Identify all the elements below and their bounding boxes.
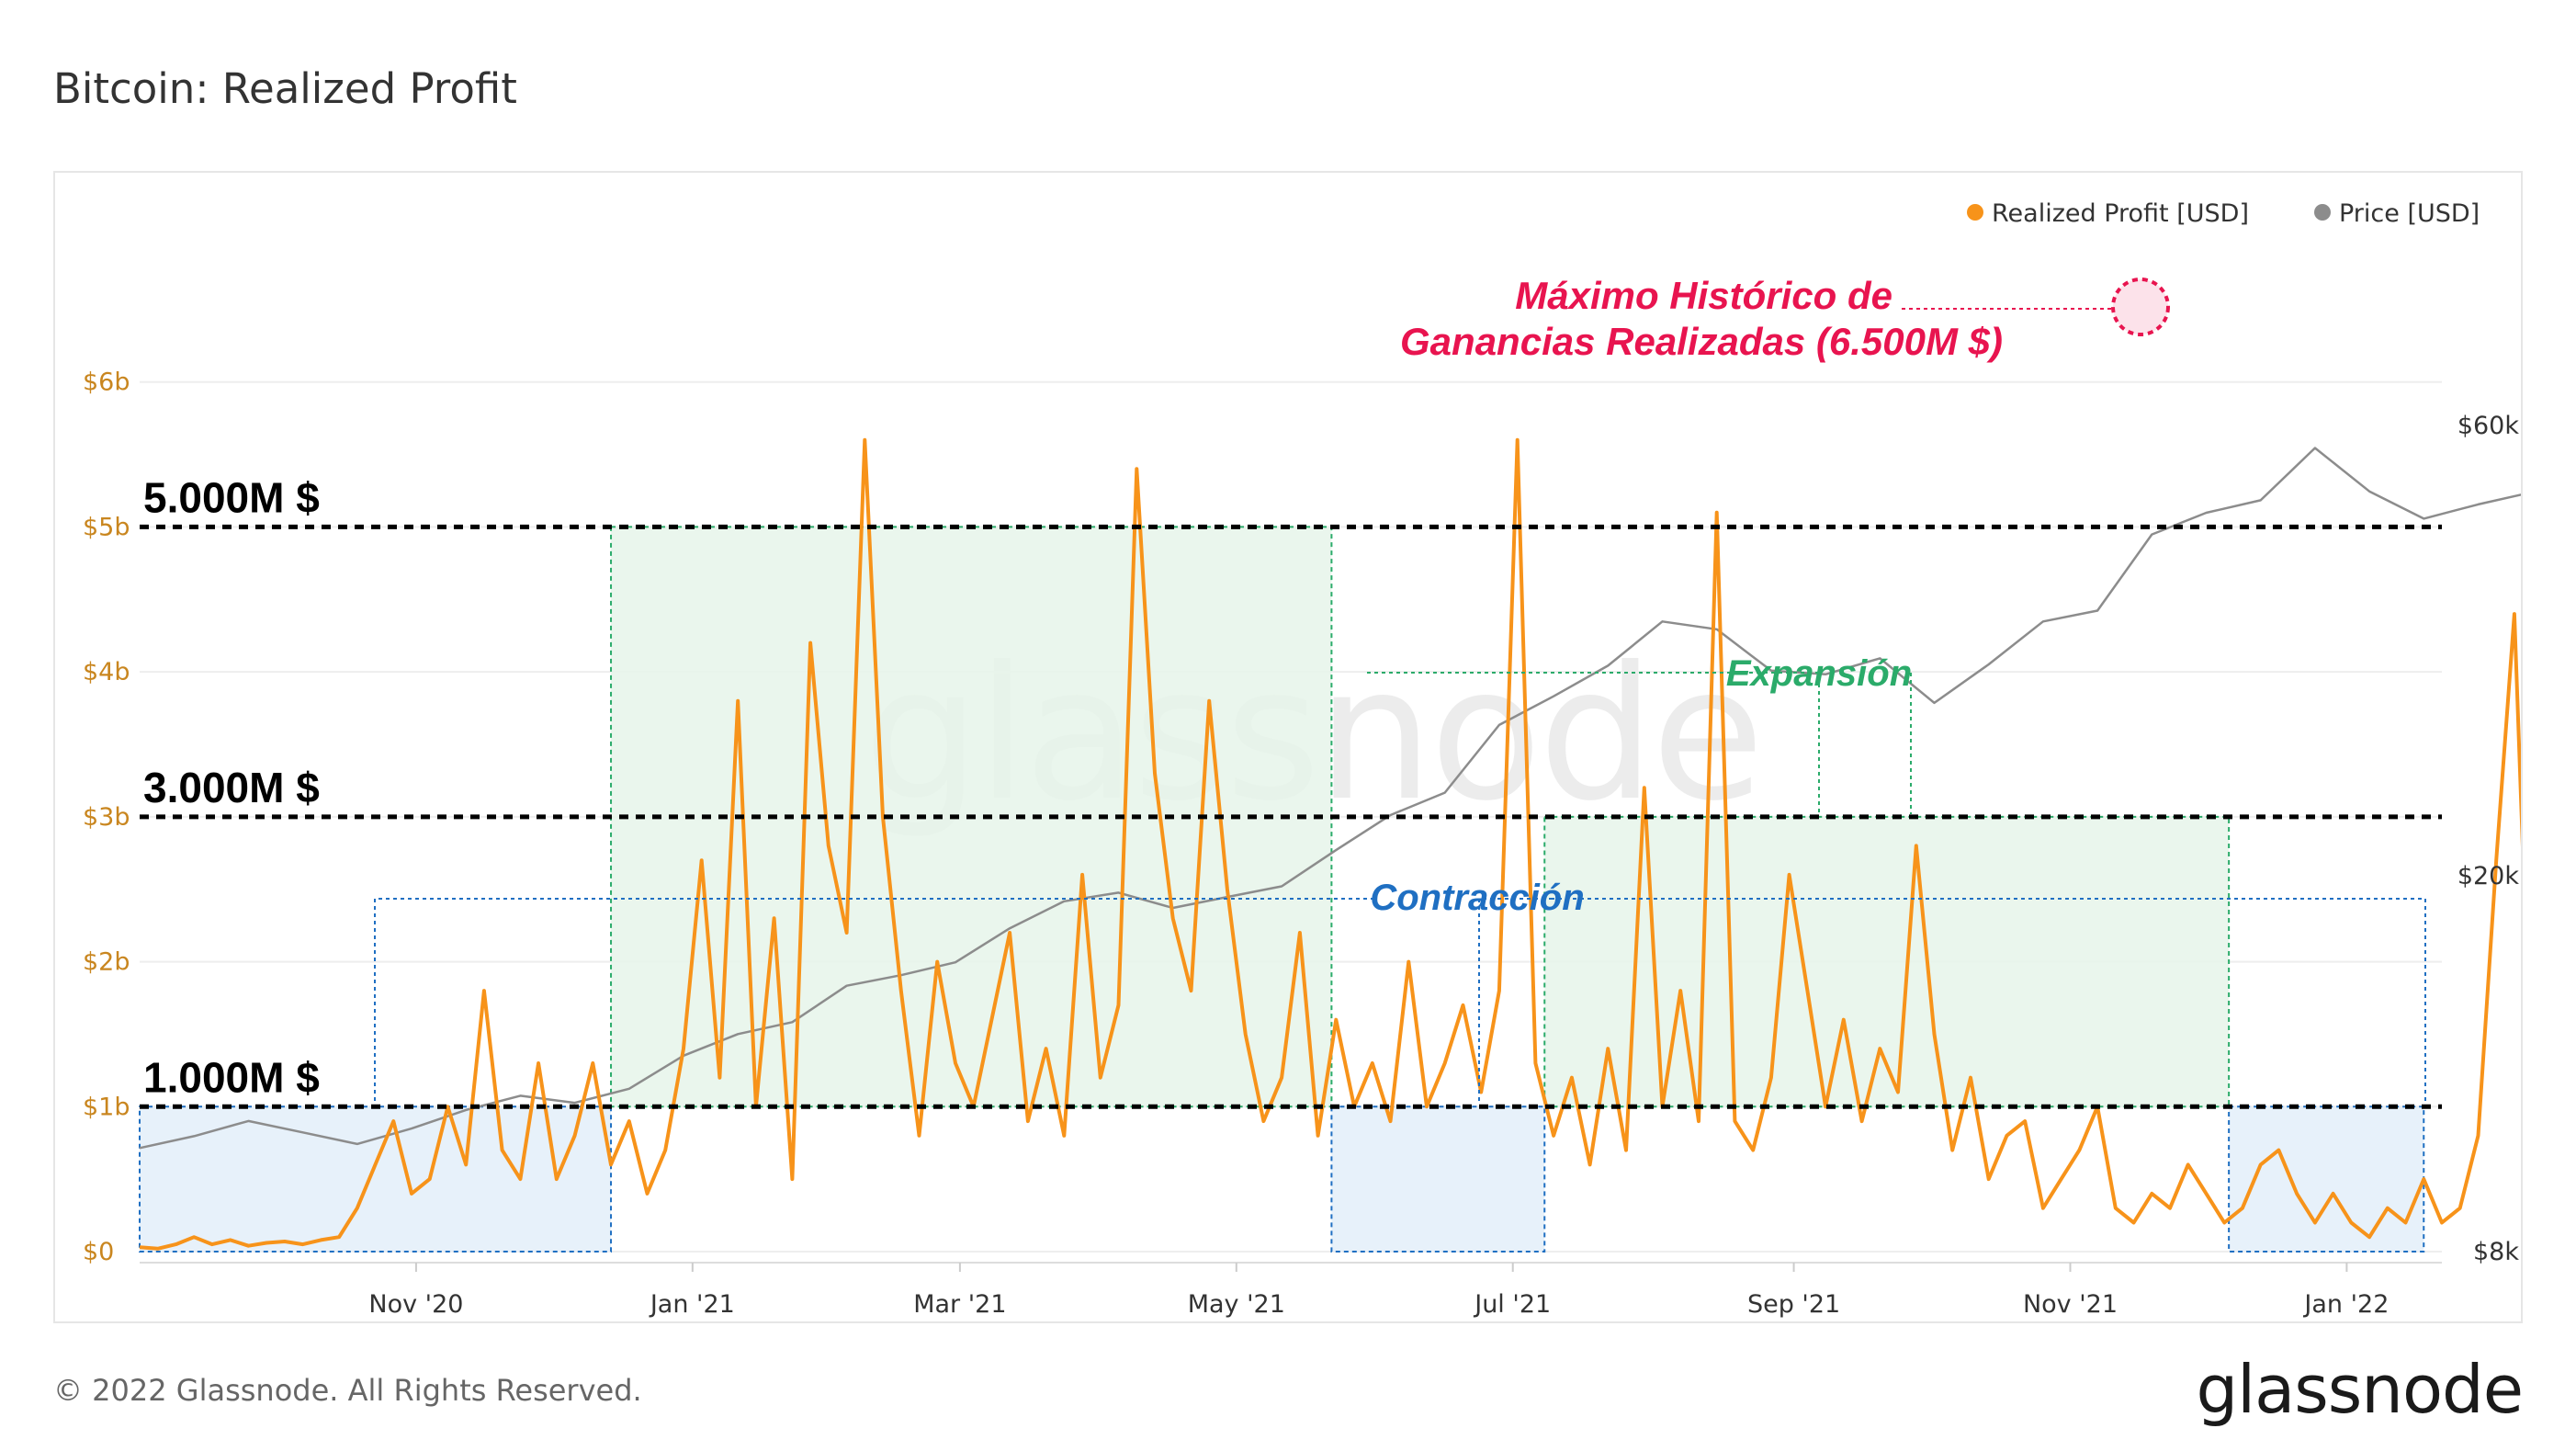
x-tick-label: Sep '21 xyxy=(1747,1290,1840,1319)
legend-dot-realized-profit xyxy=(1967,204,1983,221)
y-left-tick-label: $1b xyxy=(83,1093,130,1121)
y-left-tick-label: $3b xyxy=(83,803,130,832)
price-series-line xyxy=(139,447,2521,1150)
chart-frame: glassnode 1.000M $3.000M $5.000M $ Máxim… xyxy=(53,171,2523,1323)
y-left-tick-label: $4b xyxy=(83,658,130,686)
legend-label-price[interactable]: Price [USD] xyxy=(2339,199,2480,228)
y-left-tick-label: $5b xyxy=(83,513,130,541)
y-right-tick-label: $60k xyxy=(2457,412,2520,440)
x-tick-label: Mar '21 xyxy=(913,1290,1006,1319)
y-left-tick-label: $0 xyxy=(83,1238,114,1266)
footer-copyright: © 2022 Glassnode. All Rights Reserved. xyxy=(53,1373,642,1408)
regions xyxy=(139,526,2425,1253)
legend-label-realized-profit[interactable]: Realized Profit [USD] xyxy=(1992,199,2249,228)
footer-logo[interactable]: glassnode xyxy=(2196,1351,2524,1428)
y-right-tick-label: $8k xyxy=(2473,1238,2519,1266)
reference-lines: 1.000M $ 3.000M $ 5.000M $ xyxy=(140,473,2442,1109)
contraction-leader-line-2 xyxy=(1478,898,1551,1101)
ath-annotation-line2: Ganancias Realizadas (6.500M $) xyxy=(1400,320,2003,363)
reference-line-label: 3.000M $ xyxy=(143,764,320,811)
x-tick-label: Jul '21 xyxy=(1473,1290,1551,1319)
contraction-leader-line xyxy=(374,898,1378,1101)
x-tick-label: Nov '21 xyxy=(2023,1290,2118,1319)
contraction-region xyxy=(2228,1105,2425,1253)
contraction-leader-line-3 xyxy=(1551,898,2426,1101)
chart-svg: glassnode 1.000M $3.000M $5.000M $ Máxim… xyxy=(83,199,2521,1319)
expansion-annotation: Expansión xyxy=(1726,653,1912,694)
page-title: Bitcoin: Realized Profit xyxy=(53,64,517,113)
y-right-tick-label: $20k xyxy=(2457,862,2520,890)
axes-layer: $0 $1b $2b $3b $4b $5b $6b $8k $20k $60k Nov '20 Ja… xyxy=(83,368,2519,1319)
y-left-tick-label: $6b xyxy=(83,368,130,397)
contraction-region xyxy=(139,1105,613,1253)
ath-marker xyxy=(2111,278,2170,336)
price-layer xyxy=(139,447,2521,1150)
reference-line-label: 5.000M $ xyxy=(143,473,320,521)
y-left-tick-label: $2b xyxy=(83,948,130,977)
x-tick-label: May '21 xyxy=(1188,1290,1285,1319)
x-tick-label: Nov '20 xyxy=(368,1290,463,1319)
legend-dot-price xyxy=(2314,204,2331,221)
reference-line-label: 1.000M $ xyxy=(143,1053,320,1101)
legend: Realized Profit [USD] Price [USD] xyxy=(1967,199,2480,228)
contraction-annotation: Contracción xyxy=(1370,878,1584,918)
expansion-region xyxy=(1543,815,2231,1108)
ath-annotation-line1: Máximo Histórico de xyxy=(1515,274,1892,317)
x-tick-label: Jan '22 xyxy=(2302,1290,2389,1319)
expansion-leader-line xyxy=(1367,672,1820,814)
contraction-region xyxy=(1330,1105,1546,1253)
x-tick-label: Jan '21 xyxy=(649,1290,735,1319)
annotations: Máximo Histórico de Ganancias Realizadas… xyxy=(374,274,2426,1101)
